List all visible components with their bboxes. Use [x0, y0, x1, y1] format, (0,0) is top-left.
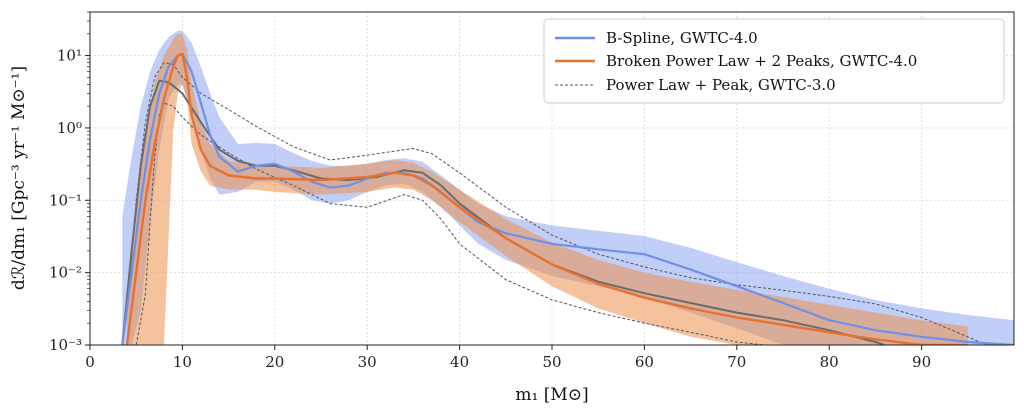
y-tick-label: 10⁰ [57, 119, 82, 137]
x-tick-label: 80 [820, 353, 839, 371]
axis-ticks: 0 10 20 30 40 50 60 70 80 90 10⁻³ 10⁻² 10⁻¹ 10⁰ 10¹ [49, 11, 931, 371]
x-tick-label: 70 [727, 353, 746, 371]
power-law-peak-upper-bound [126, 62, 987, 345]
credible-bands [122, 30, 1014, 345]
legend-box [543, 18, 1005, 104]
x-tick-label: 30 [358, 353, 377, 371]
x-tick-label: 20 [265, 353, 284, 371]
legend: B-Spline, GWTC-4.0 Broken Power Law + 2 … [543, 18, 1005, 104]
x-tick-label: 10 [173, 353, 192, 371]
x-axis-label: m₁ [M⊙] [515, 385, 588, 405]
legend-label-broken-power-law: Broken Power Law + 2 Peaks, GWTC-4.0 [606, 52, 917, 70]
x-tick-label: 0 [85, 353, 95, 371]
y-tick-label: 10⁻¹ [49, 191, 82, 209]
power-law-peak-lower-bound [135, 102, 765, 345]
power-law-peak-median-line [121, 79, 885, 345]
legend-label-power-law-peak: Power Law + Peak, GWTC-3.0 [606, 76, 836, 94]
x-tick-label: 90 [912, 353, 931, 371]
x-tick-label: 40 [450, 353, 469, 371]
y-axis-label: dℛ/dm₁ [Gpc⁻³ yr⁻¹ M⊙⁻¹] [9, 66, 29, 290]
legend-label-bspline: B-Spline, GWTC-4.0 [606, 29, 758, 47]
broken-power-law-median-line [125, 52, 968, 345]
median-lines [121, 52, 1014, 345]
x-tick-label: 50 [542, 353, 561, 371]
broken-power-law-credible-band [127, 33, 968, 345]
y-tick-label: 10⁻² [49, 264, 82, 282]
y-tick-label: 10¹ [57, 47, 82, 65]
y-tick-label: 10⁻³ [49, 336, 82, 354]
x-tick-label: 60 [635, 353, 654, 371]
